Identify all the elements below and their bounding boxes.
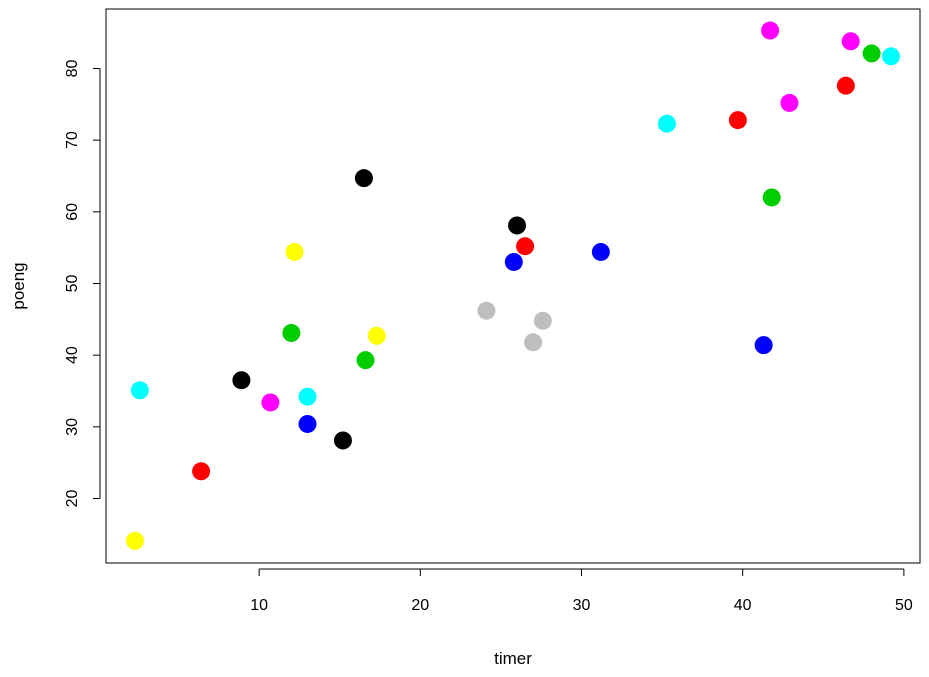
scatter-point [504, 252, 523, 271]
y-tick-label: 80 [64, 59, 81, 77]
x-axis: 10 20 30 40 50 [250, 568, 913, 614]
plot-box [105, 8, 921, 564]
y-axis-label: poeng [9, 262, 28, 309]
scatter-point [508, 216, 527, 235]
scatter-point [261, 393, 280, 412]
scatter-point [192, 462, 211, 481]
scatter-point [591, 242, 610, 261]
scatter-point [130, 381, 149, 400]
x-tick-label: 10 [250, 597, 268, 614]
x-tick-label: 50 [895, 597, 913, 614]
scatter-point [354, 169, 373, 188]
scatter-point [862, 44, 881, 63]
scatter-point [841, 32, 860, 51]
scatter-point [333, 431, 352, 450]
scatter-point [754, 336, 773, 355]
scatter-point [298, 387, 317, 406]
x-axis-label: timer [494, 649, 532, 668]
y-tick-label: 20 [64, 489, 81, 507]
scatter-point [657, 114, 676, 133]
scatter-point [728, 111, 747, 130]
scatter-point [780, 93, 799, 112]
scatter-point [126, 531, 145, 550]
y-tick-label: 70 [64, 131, 81, 149]
scatter-point [524, 333, 543, 352]
scatter-point [477, 301, 496, 320]
scatter-point [836, 76, 855, 95]
scatter-point [533, 311, 552, 330]
y-axis: 20 30 40 50 60 70 80 [64, 59, 101, 507]
scatter-point [881, 47, 900, 66]
scatter-point [232, 371, 251, 390]
scatter-point [516, 237, 535, 256]
scatter-point [356, 351, 375, 370]
x-tick-label: 40 [734, 597, 752, 614]
scatter-point [282, 323, 301, 342]
y-tick-label: 60 [64, 203, 81, 221]
y-tick-label: 30 [64, 418, 81, 436]
scatter-point [285, 242, 304, 261]
scatter-point [367, 326, 386, 345]
y-tick-label: 50 [64, 274, 81, 292]
data-points [126, 21, 900, 550]
y-tick-label: 40 [64, 346, 81, 364]
x-tick-label: 30 [573, 597, 591, 614]
x-tick-label: 20 [411, 597, 429, 614]
scatter-point [298, 414, 317, 433]
scatter-point [761, 21, 780, 40]
scatter-point [762, 188, 781, 207]
